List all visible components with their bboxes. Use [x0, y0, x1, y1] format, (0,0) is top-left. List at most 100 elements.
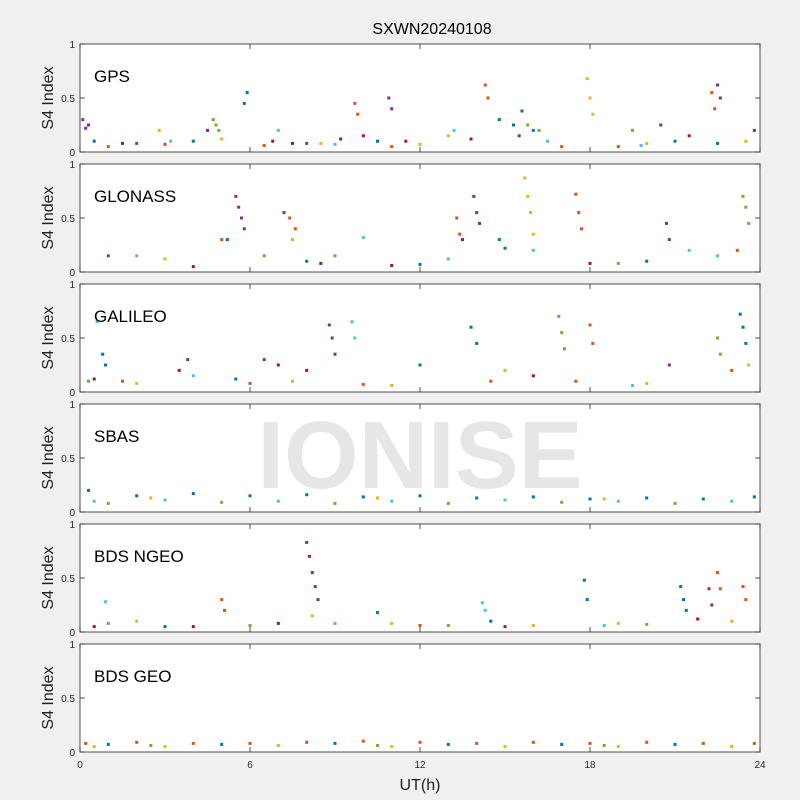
- data-point: [752, 741, 756, 745]
- data-point: [730, 499, 734, 503]
- data-point: [752, 128, 756, 132]
- data-point: [220, 742, 224, 746]
- data-point: [316, 598, 320, 602]
- data-point: [718, 587, 722, 591]
- data-point: [667, 363, 671, 367]
- data-point: [276, 499, 280, 503]
- data-point: [248, 624, 252, 627]
- data-point: [361, 134, 365, 138]
- data-point: [163, 625, 167, 629]
- data-point: [191, 741, 195, 745]
- data-point: [149, 496, 153, 500]
- data-point: [517, 134, 521, 138]
- data-point: [747, 363, 751, 367]
- data-point: [716, 83, 719, 87]
- data-point: [591, 112, 595, 116]
- data-point: [631, 128, 634, 132]
- y-tick-label: 0.5: [61, 454, 75, 465]
- data-point: [271, 139, 275, 143]
- data-point: [333, 142, 337, 146]
- data-point: [376, 139, 379, 143]
- data-point: [645, 141, 649, 145]
- data-point: [333, 254, 337, 258]
- x-tick-label: 18: [584, 760, 596, 771]
- data-point: [330, 336, 334, 340]
- data-point: [361, 382, 365, 386]
- data-point: [276, 744, 280, 747]
- data-point: [738, 312, 742, 316]
- data-point: [744, 205, 748, 209]
- data-point: [220, 238, 224, 242]
- data-point: [682, 598, 685, 602]
- data-point: [645, 622, 649, 626]
- data-point: [531, 232, 535, 236]
- data-point: [588, 261, 592, 265]
- data-point: [616, 145, 620, 149]
- data-point: [333, 621, 337, 625]
- data-point: [237, 205, 241, 209]
- x-tick-label: 6: [247, 760, 253, 771]
- data-point: [327, 323, 331, 327]
- data-point: [645, 381, 649, 385]
- data-point: [305, 368, 309, 372]
- data-point: [701, 497, 705, 501]
- y-tick-label: 0: [69, 388, 75, 399]
- data-point: [163, 257, 167, 261]
- y-tick-label: 0: [69, 148, 75, 159]
- panel: 0 0.5 1 BDS NGEO S4 Index: [40, 520, 761, 639]
- data-point: [390, 621, 394, 625]
- data-point: [339, 137, 343, 141]
- data-point: [560, 742, 564, 746]
- data-point: [531, 740, 535, 744]
- data-point: [446, 742, 450, 746]
- data-point: [191, 139, 195, 143]
- data-point: [87, 123, 90, 127]
- data-point: [673, 501, 677, 505]
- data-point: [557, 314, 561, 318]
- data-point: [645, 496, 649, 500]
- panel-label: BDS NGEO: [94, 547, 184, 566]
- data-point: [560, 145, 564, 149]
- data-point: [163, 142, 167, 146]
- data-point: [106, 254, 110, 258]
- data-point: [616, 621, 620, 625]
- axes-background: [80, 524, 760, 632]
- data-point: [305, 540, 309, 544]
- data-point: [744, 341, 748, 345]
- data-point: [177, 368, 181, 372]
- y-tick-label: 1: [69, 640, 75, 651]
- data-point: [92, 139, 96, 143]
- data-point: [376, 744, 379, 747]
- data-point: [645, 740, 649, 744]
- data-point: [716, 141, 719, 145]
- panel-label: BDS GEO: [94, 667, 171, 686]
- data-point: [588, 497, 592, 501]
- data-point: [752, 495, 756, 499]
- data-point: [390, 264, 394, 267]
- axes-background: [80, 164, 760, 272]
- data-point: [135, 494, 139, 498]
- data-point: [350, 320, 354, 324]
- data-point: [718, 96, 722, 100]
- data-point: [418, 624, 422, 627]
- data-point: [616, 499, 620, 503]
- data-point: [716, 336, 719, 340]
- data-point: [458, 232, 462, 236]
- data-point: [546, 139, 549, 143]
- data-point: [225, 238, 229, 242]
- data-point: [560, 331, 564, 335]
- chart-title: SXWN20240108: [372, 21, 491, 38]
- data-point: [667, 238, 671, 242]
- data-point: [262, 358, 266, 362]
- data-point: [104, 600, 107, 604]
- axes-background: [80, 44, 760, 152]
- data-point: [191, 492, 195, 496]
- data-point: [716, 571, 719, 575]
- data-point: [240, 216, 243, 220]
- data-point: [531, 248, 535, 252]
- y-tick-label: 0.5: [61, 694, 75, 705]
- data-point: [220, 500, 224, 504]
- data-point: [497, 118, 501, 122]
- data-point: [701, 741, 705, 745]
- data-point: [248, 741, 252, 745]
